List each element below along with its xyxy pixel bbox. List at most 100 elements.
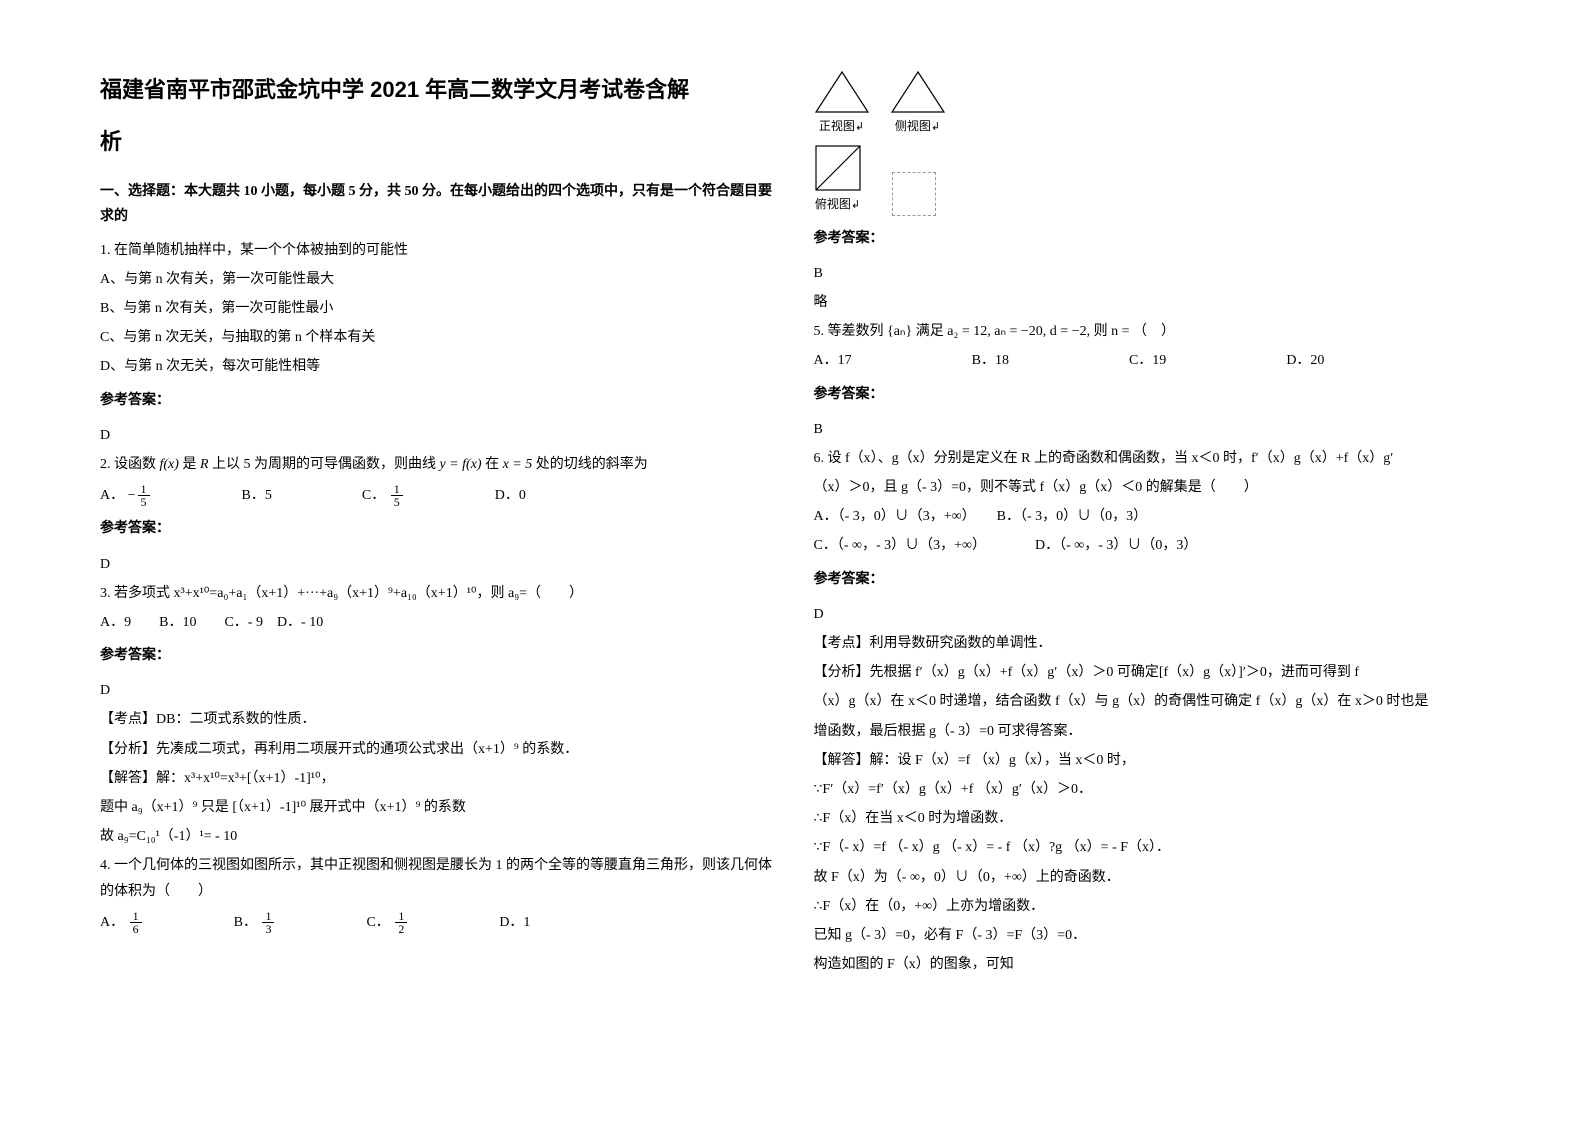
q6-opt-ab: A．（- 3，0）∪（3，+∞） B．（- 3，0）∪（0，3） [814, 504, 1488, 529]
q2-answer-label: 参考答案： [100, 516, 774, 541]
q2-opt-a-frac: 15 [138, 483, 150, 508]
q4-options: A． 16 B． 13 C． 12 D．1 [100, 910, 774, 935]
doc-title-1: 福建省南平市邵武金坑中学 2021 年高二数学文月考试卷含解 [100, 70, 774, 110]
side-view-arrow: ↲ [931, 121, 940, 133]
q5-answer-label: 参考答案： [814, 382, 1488, 407]
q6-an2: （x）g（x）在 x＜0 时递增，结合函数 f（x）与 g（x）的奇偶性可确定 … [814, 689, 1488, 714]
q6-sol4: ∵F（- x）=f （- x）g （- x）= - f （x）?g （x）= -… [814, 835, 1488, 860]
top-view-icon [814, 144, 862, 192]
q6-an1: 【分析】先根据 f′（x）g（x）+f（x）g′（x）＞0 可确定[f（x）g（… [814, 660, 1488, 685]
q4-answer: B [814, 261, 1488, 286]
q6-sol7: 已知 g（- 3）=0，必有 F（- 3）=F（3）=0． [814, 923, 1488, 948]
q5-opt-c: C．19 [1129, 348, 1166, 373]
q3-an: 【分析】先凑成二项式，再利用二项展开式的通项公式求出（x+1）⁹ 的系数． [100, 737, 774, 762]
q2-answer: D [100, 552, 774, 577]
q4-opt-a-frac: 16 [130, 910, 142, 935]
front-view-arrow: ↲ [855, 121, 864, 133]
q3-answer: D [100, 678, 774, 703]
q4-answer-label: 参考答案： [814, 226, 1488, 251]
q5-neq: n = [1111, 324, 1129, 339]
q2-opt-d: D．0 [495, 483, 526, 508]
q2-stem-e: 处的切线的斜率为 [536, 457, 648, 472]
q4-opt-a: A． 16 [100, 910, 144, 935]
q3-sol2: 题中 a₉（x+1）⁹ 只是 [（x+1）-1]¹⁰ 展开式中（x+1）⁹ 的系… [100, 795, 774, 820]
q5-answer: B [814, 417, 1488, 442]
q6-stem1: 6. 设 f（x）、g（x）分别是定义在 R 上的奇函数和偶函数，当 x＜0 时… [814, 446, 1488, 471]
q5-cond: a₂ = 12, aₙ = −20, d = −2, [947, 324, 1090, 339]
q6-opt-cd: C．（- ∞，- 3）∪（3，+∞） D．（- ∞，- 3）∪（0，3） [814, 533, 1488, 558]
q2-x5: x = 5 [503, 457, 533, 472]
q5-options: A．17 B．18 C．19 D．20 [814, 348, 1488, 373]
q2-opt-c-den: 5 [391, 496, 403, 508]
q2-opt-c: C． 15 [362, 483, 405, 508]
q6-sol8: 构造如图的 F（x）的图象，可知 [814, 952, 1488, 977]
q5-opt-d: D．20 [1286, 348, 1324, 373]
doc-title-2: 析 [100, 122, 774, 162]
q2-stem-c: 上以 5 为周期的可导偶函数，则曲线 [212, 457, 436, 472]
q6-answer: D [814, 602, 1488, 627]
three-view-diagram: 正视图↲ 侧视图↲ 俯视图↲ [814, 70, 1488, 216]
q3-sol3: 故 a₉=C₁₀¹（-1）¹= - 10 [100, 824, 774, 849]
q3-stem: 3. 若多项式 x³+x¹⁰=a₀+a₁（x+1）+···+a₉（x+1）⁹+a… [100, 581, 774, 606]
side-view-wrap: 侧视图↲ [890, 70, 946, 138]
q4-opt-b-label: B． [234, 915, 257, 930]
q5-stem-c: 则 [1094, 324, 1108, 339]
q6-stem2: （x）＞0，且 g（- 3）=0，则不等式 f（x）g（x）＜0 的解集是（ ） [814, 475, 1488, 500]
q4-opt-c-label: C． [366, 915, 389, 930]
q1-answer: D [100, 423, 774, 448]
q5-opt-a: A．17 [814, 348, 852, 373]
q6-an3: 增函数，最后根据 g（- 3）=0 可求得答案． [814, 719, 1488, 744]
q1-answer-label: 参考答案： [100, 388, 774, 413]
q6-kp: 【考点】利用导数研究函数的单调性． [814, 631, 1488, 656]
top-view-label: 俯视图↲ [814, 194, 862, 216]
q2-opt-a-den: 5 [138, 496, 150, 508]
q2-fx: f(x) [160, 457, 179, 472]
q2-opt-a: A． −15 [100, 483, 152, 508]
side-view-icon [890, 70, 946, 114]
q4-opt-a-label: A． [100, 915, 124, 930]
front-view-wrap: 正视图↲ [814, 70, 870, 138]
page-container: 福建省南平市邵武金坑中学 2021 年高二数学文月考试卷含解 析 一、选择题：本… [100, 70, 1487, 981]
q2-yfx: y = f(x) [440, 457, 482, 472]
q5-stem-b: 满足 [916, 324, 944, 339]
q1-opt-a: A、与第 n 次有关，第一次可能性最大 [100, 267, 774, 292]
q6-sol2: ∵F′（x）=f′（x）g（x）+f （x）g′（x）＞0． [814, 777, 1488, 802]
q2-opt-c-frac: 15 [391, 483, 403, 508]
q6-sol3: ∴F（x）在当 x＜0 时为增函数． [814, 806, 1488, 831]
q1-opt-c: C、与第 n 次无关，与抽取的第 n 个样本有关 [100, 325, 774, 350]
q4-opt-d: D．1 [499, 910, 530, 935]
top-view-wrap: 俯视图↲ [814, 144, 862, 216]
q2-stem-b: 是 [182, 457, 196, 472]
q5-opt-b: B．18 [972, 348, 1009, 373]
q4-stem: 4. 一个几何体的三视图如图所示，其中正视图和侧视图是腰长为 1 的两个全等的等… [100, 853, 774, 903]
q2-options: A． −15 B．5 C． 15 D．0 [100, 483, 774, 508]
side-view-label: 侧视图↲ [890, 116, 946, 138]
view-row-1: 正视图↲ 侧视图↲ [814, 70, 1488, 138]
q4-opt-b: B． 13 [234, 910, 277, 935]
q4-opt-b-frac: 13 [262, 910, 274, 935]
q2-stem-a: 2. 设函数 [100, 457, 156, 472]
q3-answer-label: 参考答案： [100, 643, 774, 668]
q2-opt-a-prefix: − [128, 488, 136, 503]
q3-opts: A．9 B．10 C．- 9 D．- 10 [100, 610, 774, 635]
q2-opt-b: B．5 [242, 483, 272, 508]
q5-stem: 5. 等差数列 {aₙ} 满足 a₂ = 12, aₙ = −20, d = −… [814, 319, 1488, 344]
q2-opt-c-label: C． [362, 488, 385, 503]
q2-opt-a-label: A． [100, 488, 124, 503]
q4-opt-c-frac: 12 [395, 910, 407, 935]
q4-opt-c: C． 12 [366, 910, 409, 935]
q2-stem: 2. 设函数 f(x) 是 R 上以 5 为周期的可导偶函数，则曲线 y = f… [100, 452, 774, 477]
q5-an: {aₙ} [887, 324, 912, 339]
q4-omit: 略 [814, 290, 1488, 315]
q3-kp: 【考点】DB：二项式系数的性质． [100, 707, 774, 732]
right-column: 正视图↲ 侧视图↲ 俯视图↲ 参考答案： [814, 70, 1488, 981]
dashed-box-icon [892, 172, 936, 216]
section-1-header: 一、选择题：本大题共 10 小题，每小题 5 分，共 50 分。在每小题给出的四… [100, 179, 774, 229]
front-view-label: 正视图↲ [814, 116, 870, 138]
q5-opts-end: （ ） [1133, 324, 1175, 339]
top-view-arrow: ↲ [851, 199, 860, 211]
q6-sol5: 故 F（x）为（- ∞，0）∪（0，+∞）上的奇函数． [814, 865, 1488, 890]
q4-opt-b-den: 3 [262, 923, 274, 935]
front-view-icon [814, 70, 870, 114]
q2-R: R [200, 457, 209, 472]
